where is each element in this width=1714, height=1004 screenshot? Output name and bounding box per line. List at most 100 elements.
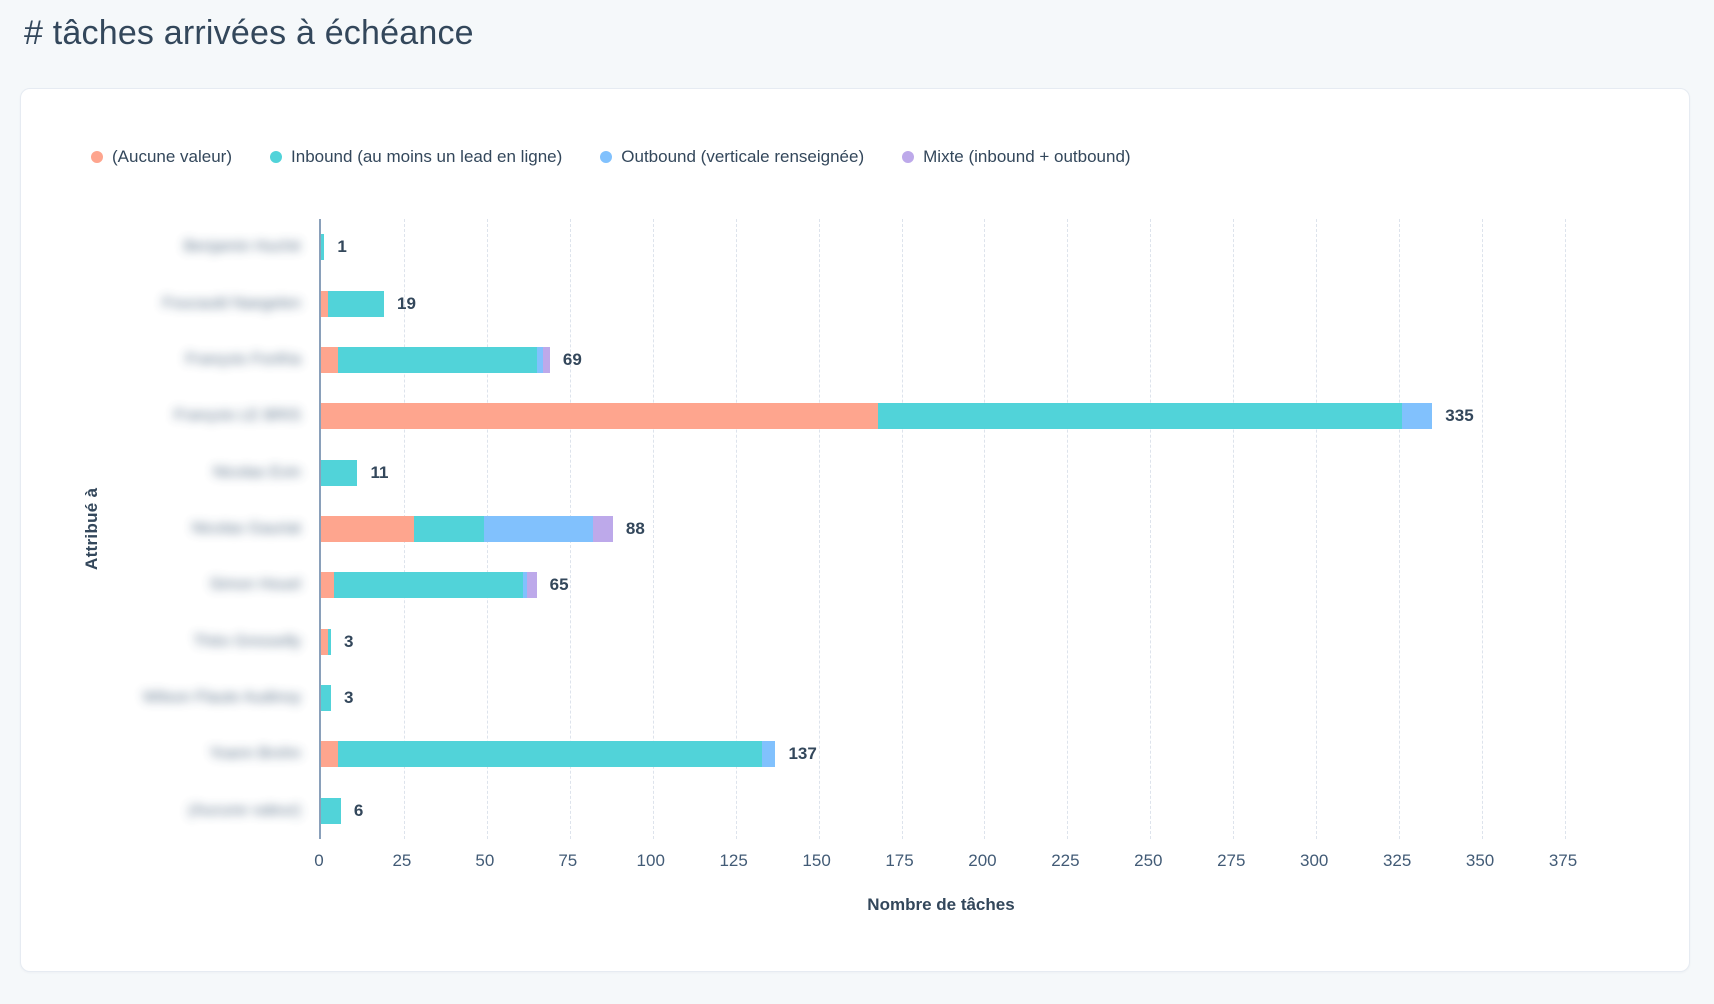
bar-segment[interactable] <box>878 403 1403 430</box>
bar-total-label: 3 <box>343 688 354 708</box>
gridline <box>1150 219 1152 839</box>
bar-row: 6 <box>321 783 1565 839</box>
bar-segment[interactable] <box>321 459 358 486</box>
bar-row: 65 <box>321 557 1565 613</box>
category-label: François Fonfria <box>185 350 301 368</box>
legend-dot-icon <box>91 151 103 163</box>
gridline <box>1482 219 1484 839</box>
legend-item[interactable]: Mixte (inbound + outbound) <box>902 147 1131 167</box>
legend-dot-icon <box>270 151 283 163</box>
bar-total-label: 88 <box>625 518 645 538</box>
bar-segment[interactable] <box>762 741 776 768</box>
bar-total-label: 3 <box>343 631 354 651</box>
bar-row: 11 <box>321 444 1565 500</box>
gridline <box>652 219 654 839</box>
legend-item-label: (Aucune valeur) <box>112 147 233 166</box>
x-tick-label: 50 <box>475 851 495 870</box>
report-card: (Aucune valeur) Inbound (au moins un lead… <box>20 88 1690 972</box>
x-tick-label: 375 <box>1548 851 1578 870</box>
bar-segment[interactable] <box>321 234 325 261</box>
bar-segment[interactable] <box>526 572 537 599</box>
x-tick-label: 75 <box>558 851 578 870</box>
bar-segment[interactable] <box>321 685 331 712</box>
gridline <box>984 219 986 839</box>
bar-row: 88 <box>321 501 1565 557</box>
bar-segment[interactable] <box>321 515 414 542</box>
bar-total-label: 11 <box>370 462 389 482</box>
bar-segment[interactable] <box>321 572 335 599</box>
bar-total-label: 65 <box>549 575 569 595</box>
bar-row: 69 <box>321 332 1565 388</box>
bar-segment[interactable] <box>334 572 524 599</box>
bar-segment[interactable] <box>543 346 550 373</box>
gridline <box>1565 219 1566 839</box>
legend-item[interactable]: (Aucune valeur) <box>91 147 232 167</box>
bar-segment[interactable] <box>1402 403 1433 430</box>
gridline <box>901 219 903 839</box>
gridline <box>1233 219 1235 839</box>
legend-item[interactable]: Outbound (verticale renseignée) <box>600 147 864 167</box>
bar-segment[interactable] <box>483 515 594 542</box>
x-tick-label: 150 <box>802 851 831 870</box>
x-tick-label: 25 <box>392 851 412 870</box>
category-labels: Benjamin Huché Foucauld Naegelen François … <box>51 219 301 839</box>
x-tick-label: 350 <box>1465 851 1495 870</box>
bar-segment[interactable] <box>337 741 763 768</box>
category-label: Benjamin Huché <box>183 238 301 256</box>
bar-total-label: 335 <box>1445 406 1474 426</box>
bar-total-label: 19 <box>397 293 416 313</box>
bar-total-label: 6 <box>353 800 364 820</box>
bar-segment[interactable] <box>337 346 537 373</box>
page-title: # tâches arrivées à échéance <box>24 14 474 52</box>
legend-item[interactable]: Inbound (au moins un lead en ligne) <box>270 147 562 167</box>
legend-item-label: Inbound (au moins un lead en ligne) <box>291 147 563 166</box>
category-label: Wilson Flaute Audinoy <box>142 689 301 707</box>
x-tick-label: 225 <box>1051 851 1080 870</box>
bar-row: 3 <box>321 614 1565 670</box>
bar-row: 1 <box>321 219 1565 275</box>
bar-segment[interactable] <box>321 797 341 824</box>
legend-dot-icon <box>902 151 915 163</box>
x-tick-label: 325 <box>1382 851 1412 870</box>
bar-segment[interactable] <box>321 403 879 430</box>
bar-row: 3 <box>321 670 1565 726</box>
bar-segment[interactable] <box>321 346 338 373</box>
category-label: Nicolas Evin <box>212 463 301 481</box>
category-label: Yoann Brohn <box>209 745 301 763</box>
bar-segment[interactable] <box>327 628 331 655</box>
x-tick-label: 125 <box>719 851 748 870</box>
x-tick-label: 300 <box>1300 851 1329 870</box>
x-tick-label: 250 <box>1134 851 1163 870</box>
x-tick-label: 100 <box>636 851 665 870</box>
bar-segment[interactable] <box>413 515 484 542</box>
category-label: (Aucune valeur) <box>188 801 301 819</box>
x-tick-label: 275 <box>1217 851 1246 870</box>
bar-row: 137 <box>321 726 1565 782</box>
gridline <box>818 219 820 839</box>
bar-row: 19 <box>321 275 1565 331</box>
legend-dot-icon <box>600 151 613 163</box>
bar-segment[interactable] <box>523 572 527 599</box>
bar-segment[interactable] <box>593 515 613 542</box>
bar-segment[interactable] <box>327 290 385 317</box>
category-label: Théo Gresselly <box>193 632 301 650</box>
legend-item-label: Outbound (verticale renseignée) <box>621 147 865 166</box>
plot-area: 1 19 69 335 11 88 65 3 3 137 6 <box>319 219 1566 839</box>
x-tick-label: 175 <box>885 851 914 870</box>
bar-row: 335 <box>321 388 1565 444</box>
bar-total-label: 69 <box>562 349 582 369</box>
category-label: François LE BRIS <box>173 407 301 425</box>
x-tick-label: 0 <box>314 851 324 870</box>
bar-segment[interactable] <box>321 290 328 317</box>
gridline <box>1067 219 1069 839</box>
bar-segment[interactable] <box>321 628 328 655</box>
bar-segment[interactable] <box>536 346 544 373</box>
x-axis-ticks: 0 25 50 75 100 125 150 175 200 225 250 275 300 325 350… <box>314 851 1577 875</box>
bar-segment[interactable] <box>321 741 338 768</box>
bar-total-label: 1 <box>337 237 347 257</box>
gridline <box>1316 219 1318 839</box>
category-label: Nicolas Gauriat <box>191 520 301 537</box>
gridline <box>735 219 737 839</box>
category-label: Foucauld Naegelen <box>162 294 301 312</box>
